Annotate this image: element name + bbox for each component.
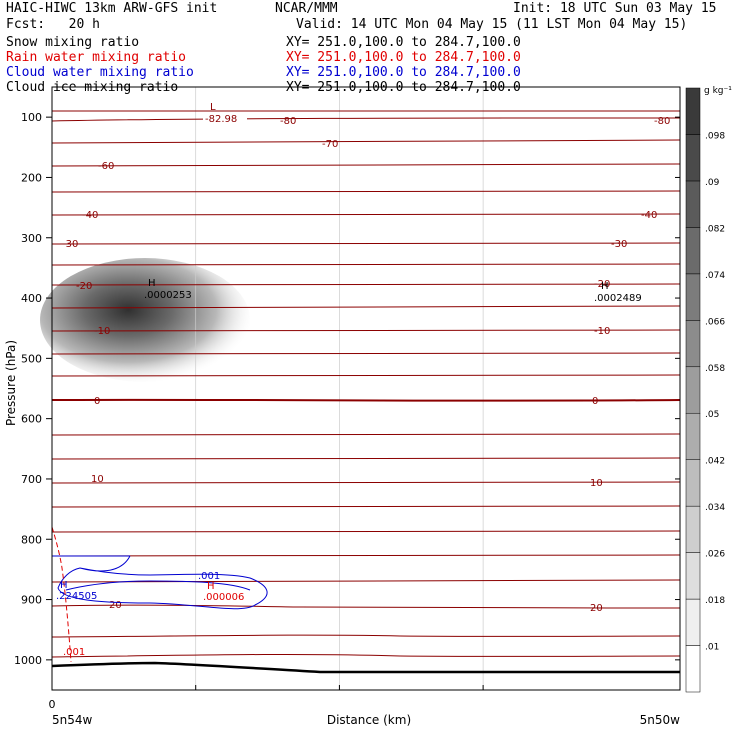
colorbar-level-label: .074 bbox=[705, 271, 725, 281]
y-tick-label: 300 bbox=[21, 232, 42, 245]
colorbar-level-label: .058 bbox=[705, 364, 725, 374]
temp-label-10-right: 10 bbox=[590, 478, 603, 489]
colorbar-swatch bbox=[685, 505, 701, 553]
cloud-high-symbol: H bbox=[60, 580, 68, 591]
field-name-snow: Snow mixing ratio bbox=[6, 35, 140, 50]
valid-time: Valid: 14 UTC Mon 04 May 15 (11 LST Mon … bbox=[296, 17, 688, 32]
y-tick-label: 400 bbox=[21, 292, 42, 305]
y-tick-label: 500 bbox=[21, 352, 42, 365]
organization-label: NCAR/MMM bbox=[275, 1, 338, 16]
colorbar-swatch bbox=[685, 645, 701, 693]
x-left-location: 5n54w bbox=[52, 713, 93, 727]
colorbar-level-label: .098 bbox=[705, 131, 725, 141]
field-name-cloud-water: Cloud water mixing ratio bbox=[6, 65, 194, 80]
snow-high-symbol: H bbox=[148, 278, 156, 289]
colorbar-level-label: .034 bbox=[705, 503, 725, 513]
colorbar-level-label: .05 bbox=[705, 410, 719, 420]
colorbar-swatch bbox=[685, 366, 701, 414]
init-time: Init: 18 UTC Sun 03 May 15 bbox=[513, 1, 717, 16]
terrain-line bbox=[51, 661, 680, 674]
colorbar-unit: g kg⁻¹ bbox=[704, 86, 732, 96]
colorbar-swatch bbox=[685, 598, 701, 646]
x-right-location: 5n50w bbox=[640, 713, 681, 727]
temp-label-minus10-left: -10 bbox=[94, 326, 110, 337]
plot-title: HAIC-HIWC 13km ARW-GFS init bbox=[6, 1, 218, 16]
colorbar-swatch bbox=[685, 552, 701, 600]
snow-mixing-ratio-shading bbox=[40, 258, 250, 382]
y-tick-label: 700 bbox=[21, 473, 42, 486]
temp-label-minus40-left: -40 bbox=[82, 210, 98, 221]
colorbar-level-label: .066 bbox=[705, 317, 725, 327]
colorbar-level-label: .026 bbox=[705, 550, 725, 560]
colorbar-level-label: .01 bbox=[705, 643, 719, 653]
temp-label-minus30-left: -30 bbox=[62, 239, 78, 250]
snow-high-value: .0000253 bbox=[144, 290, 192, 301]
temp-label-minus30-right: -30 bbox=[611, 239, 627, 250]
low-value: -82.98 bbox=[205, 114, 237, 125]
y-tick-label: 1000 bbox=[14, 654, 42, 667]
colorbar-swatch bbox=[685, 412, 701, 460]
field-xy-cloud-water: XY= 251.0,100.0 to 284.7,100.0 bbox=[286, 65, 521, 80]
distance-axis: 0 5n54w Distance (km) 5n50w bbox=[49, 698, 681, 727]
y-tick-label: 900 bbox=[21, 594, 42, 607]
rain-water-contour bbox=[51, 526, 72, 663]
x-axis-label: Distance (km) bbox=[327, 713, 411, 727]
temp-label-minus70: -70 bbox=[322, 139, 338, 150]
y-tick-label: 200 bbox=[21, 171, 42, 184]
colorbar-level-label: .082 bbox=[705, 224, 725, 234]
right-high-value: .0002489 bbox=[594, 293, 642, 304]
forecast-hour: Fcst: 20 h bbox=[6, 17, 100, 32]
temp-label-minus40-right: -40 bbox=[641, 210, 657, 221]
low-symbol: L bbox=[210, 102, 216, 113]
colorbar: g kg⁻¹ .01 .018 .026 .034 .042 .05 .058 .066 .07… bbox=[685, 86, 732, 693]
temperature-contour-labels: -80 -80 -70 -60 -40 -40 -30 -30 -20 -20 … bbox=[62, 113, 670, 614]
right-high-symbol: H bbox=[601, 281, 609, 292]
temp-label-minus10-right: -10 bbox=[594, 326, 610, 337]
temp-label-minus80-right: -80 bbox=[654, 116, 670, 127]
rain-contour-label: .001 bbox=[63, 647, 85, 658]
colorbar-swatch bbox=[685, 134, 701, 182]
temp-label-minus20-left: -20 bbox=[76, 281, 92, 292]
y-tick-label: 800 bbox=[21, 533, 42, 546]
cloud-high-value: .224505 bbox=[56, 591, 97, 602]
temp-label-minus60: -60 bbox=[98, 161, 114, 172]
rain-high-symbol: H bbox=[207, 581, 215, 592]
temp-label-20-left: 20 bbox=[109, 600, 122, 611]
temp-label-0-right: 0 bbox=[592, 396, 598, 407]
rain-high-value: .000006 bbox=[203, 592, 244, 603]
field-xy-snow: XY= 251.0,100.0 to 284.7,100.0 bbox=[286, 35, 521, 50]
colorbar-swatch bbox=[685, 180, 701, 228]
extrema-labels: L -82.98 H .0000253 H .0002489 H .224505… bbox=[56, 102, 642, 658]
colorbar-level-label: .042 bbox=[705, 457, 725, 467]
colorbar-swatch bbox=[685, 459, 701, 507]
field-name-rain: Rain water mixing ratio bbox=[6, 50, 187, 65]
colorbar-swatch bbox=[685, 273, 701, 321]
y-tick-label: 100 bbox=[21, 111, 42, 124]
colorbar-level-label: .018 bbox=[705, 596, 725, 606]
cloud-water-contours bbox=[52, 555, 268, 610]
colorbar-swatch bbox=[685, 87, 701, 135]
colorbar-level-label: .09 bbox=[705, 178, 720, 188]
vertical-grid-lines bbox=[195, 87, 484, 690]
temp-label-10-left: 10 bbox=[91, 474, 104, 485]
temp-label-minus80-left: -80 bbox=[280, 116, 296, 127]
y-tick-label: 600 bbox=[21, 413, 42, 426]
colorbar-swatch bbox=[685, 320, 701, 368]
temp-label-0-left: 0 bbox=[94, 396, 100, 407]
field-xy-rain: XY= 251.0,100.0 to 284.7,100.0 bbox=[286, 50, 521, 65]
cloud-contour-label: .001 bbox=[198, 571, 220, 582]
plot-frame bbox=[51, 86, 681, 691]
colorbar-swatch bbox=[685, 227, 701, 275]
temp-label-20-right: 20 bbox=[590, 603, 603, 614]
x-tick-zero: 0 bbox=[49, 698, 56, 711]
temp-label-minus20-right: -20 bbox=[594, 279, 610, 290]
y-axis-label: Pressure (hPa) bbox=[4, 340, 18, 426]
plot-header: HAIC-HIWC 13km ARW-GFS init NCAR/MMM Ini… bbox=[0, 0, 740, 100]
